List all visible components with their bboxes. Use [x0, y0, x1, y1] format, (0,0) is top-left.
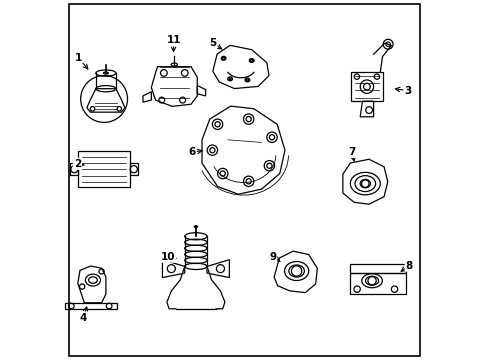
Text: 9: 9	[268, 252, 276, 262]
Text: 1: 1	[74, 53, 81, 63]
Text: 5: 5	[209, 38, 216, 48]
Text: 2: 2	[74, 159, 81, 169]
Ellipse shape	[96, 86, 116, 92]
Ellipse shape	[171, 63, 177, 66]
Text: 4: 4	[80, 312, 87, 323]
Ellipse shape	[184, 233, 206, 240]
Text: 11: 11	[166, 35, 181, 45]
Ellipse shape	[103, 72, 108, 74]
Ellipse shape	[194, 226, 197, 228]
Text: 7: 7	[347, 147, 355, 157]
Text: 10: 10	[161, 252, 175, 262]
Text: 8: 8	[405, 261, 412, 271]
Text: 6: 6	[188, 147, 196, 157]
Text: 3: 3	[404, 86, 411, 96]
